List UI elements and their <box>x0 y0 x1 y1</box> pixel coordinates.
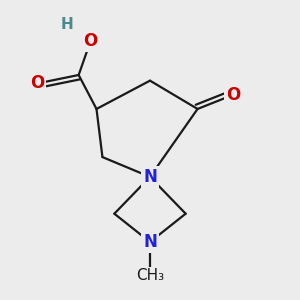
Text: H: H <box>60 16 73 32</box>
Text: CH₃: CH₃ <box>136 268 164 284</box>
Text: O: O <box>226 86 240 104</box>
Text: N: N <box>143 168 157 186</box>
Text: N: N <box>143 233 157 251</box>
Text: O: O <box>83 32 98 50</box>
Text: O: O <box>30 74 44 92</box>
